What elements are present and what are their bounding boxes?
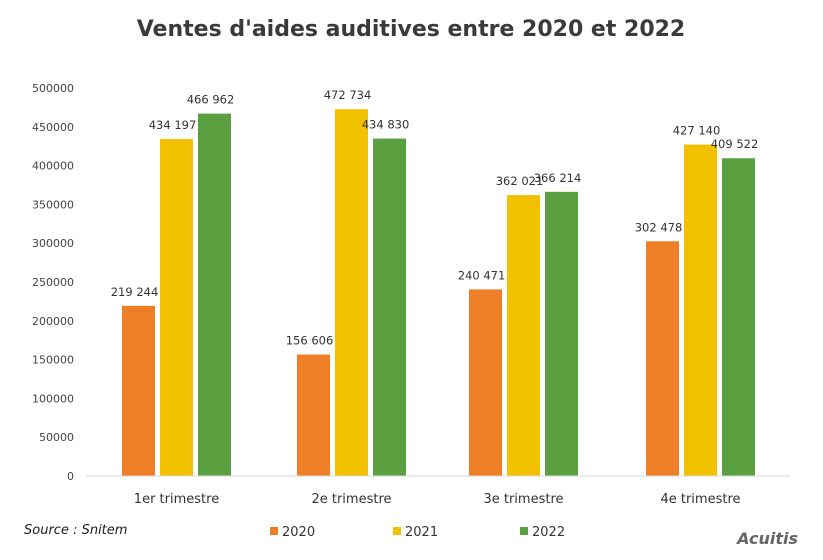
bar-2020-4 xyxy=(646,241,679,476)
brand-logo: Acuitis xyxy=(735,529,798,548)
y-tick-label: 300000 xyxy=(32,237,74,250)
data-label: 156 606 xyxy=(286,333,334,347)
y-tick-label: 450000 xyxy=(32,121,74,134)
chart-title: Ventes d'aides auditives entre 2020 et 2… xyxy=(137,17,686,42)
bar-2021-1 xyxy=(160,139,193,477)
y-tick-label: 150000 xyxy=(32,354,74,367)
y-tick-label: 500000 xyxy=(32,82,74,95)
x-axis: 1er trimestre 2e trimestre 3e trimestre 4e … xyxy=(86,475,790,507)
data-label: 409 522 xyxy=(711,137,759,151)
bar-2021-4 xyxy=(684,144,717,476)
y-tick-label: 400000 xyxy=(32,160,74,173)
data-label: 366 214 xyxy=(534,171,582,185)
data-label: 302 478 xyxy=(635,220,683,234)
data-label: 434 830 xyxy=(362,118,410,132)
source-note: Source : Snitem xyxy=(24,523,127,538)
data-label: 219 244 xyxy=(111,285,159,299)
legend-swatch-2022 xyxy=(520,527,528,535)
bar-2020-2 xyxy=(297,354,330,476)
y-axis: 0 50000 100000 150000 200000 250000 300000 3500… xyxy=(32,82,74,483)
data-label: 466 962 xyxy=(187,93,235,107)
bar-2020-3 xyxy=(469,289,502,476)
x-tick-label: 1er trimestre xyxy=(134,492,219,507)
bar-2022-3 xyxy=(545,191,578,476)
data-label: 434 197 xyxy=(149,118,197,132)
legend-label-2022: 2022 xyxy=(532,525,565,540)
x-tick-label: 2e trimestre xyxy=(311,492,391,507)
data-label: 427 140 xyxy=(673,124,721,138)
bar-2022-2 xyxy=(373,138,406,477)
bar-2021-3 xyxy=(507,195,540,476)
legend-label-2021: 2021 xyxy=(405,525,438,540)
bar-2020-1 xyxy=(122,305,155,476)
data-label: 240 471 xyxy=(458,268,506,282)
legend: 2020 2021 2022 xyxy=(270,525,565,540)
legend-label-2020: 2020 xyxy=(282,525,315,540)
y-tick-label: 100000 xyxy=(32,392,74,405)
legend-swatch-2021 xyxy=(393,527,401,535)
data-label: 362 021 xyxy=(496,174,544,188)
bars-group: 219 244 434 197 466 962 156 606 472 734 434 8… xyxy=(111,88,759,477)
bar-2022-4 xyxy=(722,158,755,476)
y-tick-label: 250000 xyxy=(32,276,74,289)
data-label: 472 734 xyxy=(324,88,372,102)
bar-2022-1 xyxy=(198,113,231,477)
y-tick-label: 50000 xyxy=(39,431,74,444)
x-tick-label: 4e trimestre xyxy=(660,492,740,507)
bar-2021-2 xyxy=(335,109,368,476)
y-tick-label: 0 xyxy=(67,470,74,483)
y-tick-label: 350000 xyxy=(32,198,74,211)
legend-swatch-2020 xyxy=(270,527,278,535)
y-tick-label: 200000 xyxy=(32,315,74,328)
x-tick-label: 3e trimestre xyxy=(483,492,563,507)
